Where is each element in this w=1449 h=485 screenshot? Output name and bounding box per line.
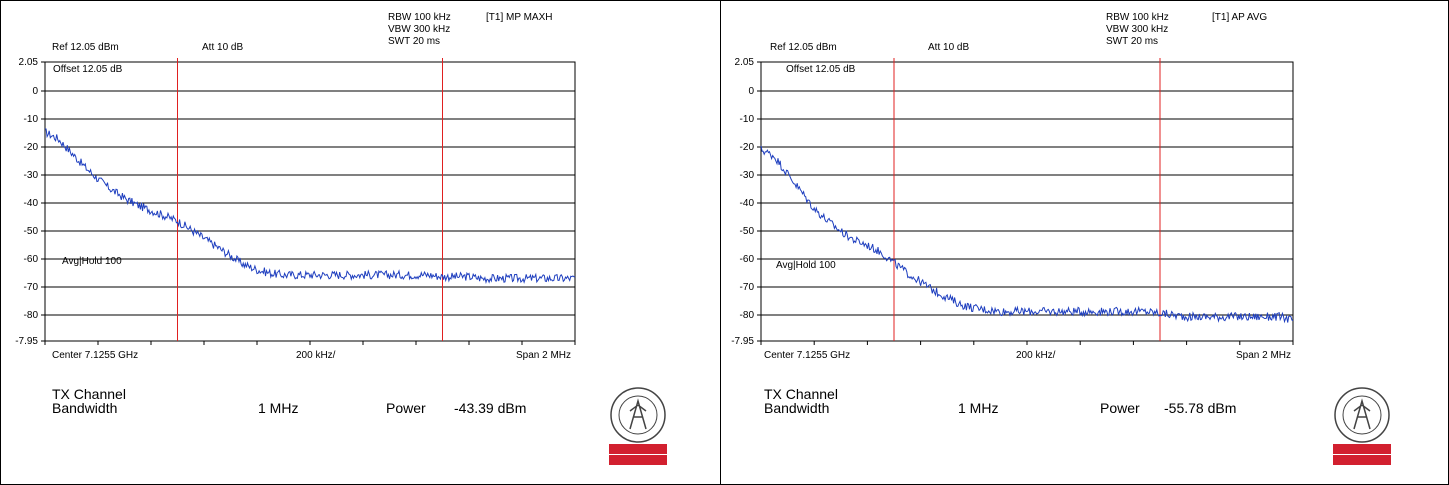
attenuation: Att 10 dB	[928, 42, 970, 53]
swt-label: SWT 20 ms	[1106, 36, 1159, 47]
y-tick-label: -80	[740, 310, 755, 321]
avg-hold-label: Avg|Hold 100	[776, 260, 836, 271]
ref-level: Ref 12.05 dBm	[52, 42, 119, 53]
y-tick-label: -50	[740, 226, 755, 237]
spectrum-panel-left: RBW 100 kHz VBW 300 kHz SWT 20 ms [T1] M…	[0, 0, 718, 485]
y-tick-label: 0	[748, 86, 754, 97]
spectrum-plot: 2.05 0 -10 -20 -30 -40 -50 -60 -70 -80 -7.95	[731, 57, 1294, 347]
y-tick-label: -30	[24, 170, 39, 181]
trace-label: [T1] AP AVG	[1212, 12, 1268, 23]
trace-line	[44, 128, 576, 284]
trace-line	[760, 145, 1294, 324]
tx-channel-label: TX Channel	[52, 386, 126, 402]
y-tick-label: -10	[740, 114, 755, 125]
y-tick-label: -20	[24, 142, 39, 153]
spectrum-panel-right: RBW 100 kHz VBW 300 kHz SWT 20 ms [T1] A…	[718, 0, 1436, 485]
plot-frame	[44, 61, 576, 342]
span-label: Span 2 MHz	[1236, 350, 1292, 361]
y-tick-label: -50	[24, 226, 39, 237]
y-tick-label: -60	[24, 254, 39, 265]
bandwidth-label: Bandwidth	[52, 400, 118, 416]
y-tick-label: -80	[24, 310, 39, 321]
y-tick-label: -7.95	[731, 336, 754, 347]
y-tick-label: -70	[740, 282, 755, 293]
offset-label: Offset 12.05 dB	[53, 64, 123, 75]
y-tick-label: -60	[740, 254, 755, 265]
div-label: 200 kHz/	[1016, 350, 1056, 361]
div-label: 200 kHz/	[296, 350, 336, 361]
y-tick-label: 2.05	[735, 57, 755, 68]
power-value: -55.78 dBm	[1164, 400, 1237, 416]
power-label: Power	[1100, 400, 1140, 416]
offset-label: Offset 12.05 dB	[786, 64, 856, 75]
bandwidth-label: Bandwidth	[764, 400, 830, 416]
power-value: -43.39 dBm	[454, 400, 527, 416]
tx-channel-label: TX Channel	[764, 386, 838, 402]
rbw-label: RBW 100 kHz	[388, 12, 451, 23]
span-label: Span 2 MHz	[516, 350, 572, 361]
bureau-veritas-logo	[608, 385, 668, 467]
power-label: Power	[386, 400, 426, 416]
bureau-veritas-logo	[1332, 385, 1392, 467]
y-tick-label: -20	[740, 142, 755, 153]
center-frequency: Center 7.1255 GHz	[52, 350, 139, 361]
y-tick-label: -7.95	[15, 336, 38, 347]
rbw-label: RBW 100 kHz	[1106, 12, 1169, 23]
attenuation: Att 10 dB	[202, 42, 244, 53]
trace-label: [T1] MP MAXH	[486, 12, 553, 23]
ref-level: Ref 12.05 dBm	[770, 42, 837, 53]
plot-frame	[760, 61, 1294, 342]
y-tick-label: -30	[740, 170, 755, 181]
vbw-label: VBW 300 kHz	[1106, 24, 1169, 35]
center-frequency: Center 7.1255 GHz	[764, 350, 851, 361]
y-tick-label: -40	[740, 198, 755, 209]
y-tick-label: -10	[24, 114, 39, 125]
avg-hold-label: Avg|Hold 100	[62, 256, 122, 267]
spectrum-plot: 2.05 0 -10 -20 -30 -40 -50 -60 -70 -80 -7.95	[15, 57, 576, 347]
y-tick-label: -40	[24, 198, 39, 209]
bandwidth-value: 1 MHz	[958, 400, 999, 416]
vbw-label: VBW 300 kHz	[388, 24, 451, 35]
y-tick-label: -70	[24, 282, 39, 293]
bandwidth-value: 1 MHz	[258, 400, 299, 416]
y-tick-label: 2.05	[19, 57, 39, 68]
panel-divider	[720, 0, 721, 485]
swt-label: SWT 20 ms	[388, 36, 441, 47]
y-tick-label: 0	[32, 86, 38, 97]
